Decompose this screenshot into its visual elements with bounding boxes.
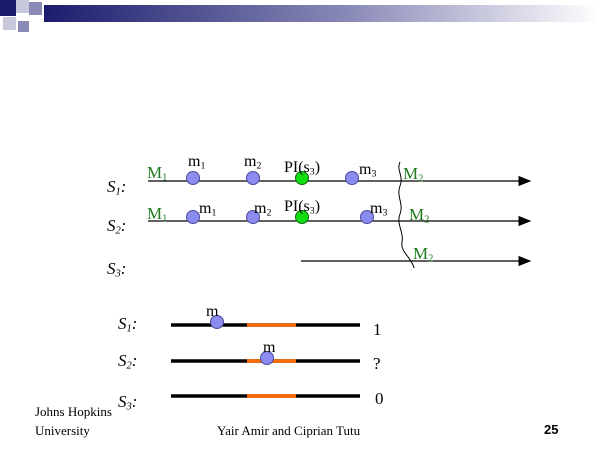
label-m3-s2: m3 bbox=[370, 200, 388, 219]
label-M2-s3: M2 bbox=[413, 244, 434, 265]
marker-m1-s2 bbox=[186, 210, 200, 224]
bottom-marker-label-s1: m bbox=[206, 303, 219, 320]
server-sub: 1 bbox=[115, 186, 121, 198]
marker-pi-s1 bbox=[295, 171, 309, 185]
header-square-light bbox=[16, 0, 29, 13]
label-m3-s1: m3 bbox=[359, 161, 377, 180]
server-letter: S bbox=[107, 177, 116, 196]
marker-m1-s1 bbox=[186, 171, 200, 185]
header-square-mid bbox=[29, 2, 42, 15]
label-m2-s1: m2 bbox=[244, 153, 262, 172]
label-m1-s1: m1 bbox=[188, 153, 206, 172]
marker-m-s2 bbox=[260, 351, 274, 365]
header-bar bbox=[44, 5, 600, 22]
marker-m2-s1 bbox=[246, 171, 260, 185]
header-square-dark bbox=[0, 0, 16, 16]
label-M2-s1: M2 bbox=[403, 164, 424, 185]
bottom-marker-label-s2: m bbox=[263, 339, 276, 356]
label-pi-s2: PI(s3) bbox=[284, 198, 321, 217]
header-decoration bbox=[0, 0, 600, 32]
marker-m3-s1 bbox=[345, 171, 359, 185]
footer-institution-line1: Johns Hopkins bbox=[35, 404, 112, 419]
marker-pi-s2 bbox=[295, 210, 309, 224]
footer-authors: Yair Amir and Ciprian Tutu bbox=[217, 423, 361, 438]
footer-institution-line2: University bbox=[35, 423, 90, 438]
page-number: 25 bbox=[544, 422, 559, 437]
cut-line bbox=[398, 161, 415, 269]
label-M2-s2: M2 bbox=[409, 205, 430, 226]
label-m1-s2: m1 bbox=[199, 200, 217, 219]
server-colon: : bbox=[120, 177, 127, 196]
bottom-server-label-s2: S2: bbox=[118, 351, 138, 372]
marker-m3-s2 bbox=[360, 210, 374, 224]
label-pi-s1: PI(s3) bbox=[284, 159, 321, 178]
label-M1-s2: M1 bbox=[147, 204, 168, 225]
server-label-s2: S2: bbox=[107, 216, 127, 237]
marker-m-s1 bbox=[210, 315, 224, 329]
label-M1-s1: M1 bbox=[147, 163, 168, 184]
server-label-s1: S1: bbox=[107, 178, 126, 198]
server-label-s3: S3: bbox=[107, 259, 127, 280]
result-s3: 0 bbox=[375, 389, 384, 408]
bottom-server-label-s3: S3: bbox=[118, 392, 138, 413]
bottom-server-label-s1: S1: bbox=[118, 314, 138, 335]
result-s2: ? bbox=[373, 354, 381, 373]
label-m2-s2: m2 bbox=[254, 200, 272, 219]
header-square-mid bbox=[18, 21, 29, 32]
header-square-light bbox=[3, 17, 16, 30]
result-s1: 1 bbox=[373, 320, 382, 339]
marker-m2-s2 bbox=[246, 210, 260, 224]
